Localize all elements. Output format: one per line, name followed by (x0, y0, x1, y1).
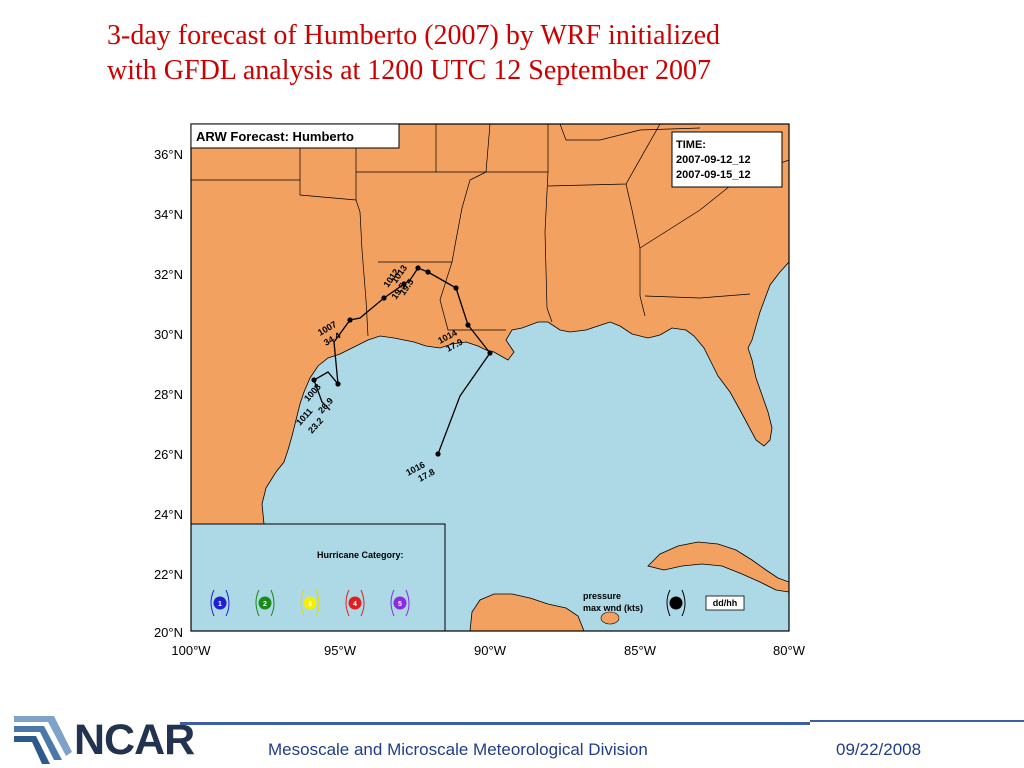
footer-division: Mesoscale and Microscale Meteorological … (268, 740, 648, 759)
svg-text:1: 1 (218, 601, 222, 608)
time-box (671, 131, 783, 188)
legend-pressure-label: pressure (583, 591, 621, 601)
lon-label: 85°W (624, 643, 657, 658)
lat-label: 24°N (154, 507, 183, 522)
footer-divider (180, 722, 810, 725)
yucatan-peninsula (469, 593, 585, 631)
svg-text:3: 3 (308, 601, 312, 608)
island (600, 611, 620, 625)
lat-label: 32°N (154, 267, 183, 282)
category-1-icon: 1 (210, 589, 230, 617)
lon-label: 90°W (474, 643, 507, 658)
category-3-icon: 3 (300, 589, 320, 617)
lon-label: 100°W (171, 643, 211, 658)
cuba (647, 541, 789, 593)
svg-text:2: 2 (263, 601, 267, 608)
lat-label: 20°N (154, 625, 183, 640)
map-title-box (190, 123, 400, 149)
ncar-logo-text: NCAR (74, 716, 195, 764)
lat-label: 22°N (154, 567, 183, 582)
category-5-icon: 5 (390, 589, 410, 617)
hurricane-category-legend: Hurricane Category: 1 2 3 4 (191, 523, 446, 631)
map-title: ARW Forecast: Humberto (196, 129, 354, 144)
svg-text:4: 4 (353, 601, 357, 608)
category-2-icon: 2 (255, 589, 275, 617)
hurricane-track (311, 265, 493, 457)
lat-label: 34°N (154, 207, 183, 222)
slide-title-line1: 3-day forecast of Humberto (2007) by WRF… (107, 20, 720, 51)
lon-label: 80°W (773, 643, 806, 658)
time-label: TIME: (676, 139, 706, 151)
footer-date: 09/22/2008 (836, 740, 922, 759)
us-landmass (191, 124, 789, 631)
map-frame (190, 123, 790, 632)
ddhh-label: dd/hh (713, 598, 738, 608)
footer-divider (810, 720, 1024, 722)
category-4-icon: 4 (345, 589, 365, 617)
svg-text:5: 5 (398, 601, 402, 608)
legend-wind-label: max wnd (kts) (583, 603, 643, 613)
storm-symbol-icon (666, 589, 686, 617)
lon-label: 95°W (324, 643, 357, 658)
lat-label: 30°N (154, 327, 183, 342)
lat-label: 28°N (154, 387, 183, 402)
state-boundaries (191, 124, 789, 337)
legend-title: Hurricane Category: (317, 550, 404, 560)
lat-label: 26°N (154, 447, 183, 462)
ddhh-box (705, 595, 745, 611)
slide-title-line2: with GFDL analysis at 1200 UTC 12 Septem… (107, 55, 712, 86)
slide-title: 3-day forecast of Humberto (2007) by WRF… (107, 18, 927, 88)
lat-label: 36°N (154, 147, 183, 162)
time-end: 2007-09-15_12 (676, 169, 751, 181)
time-start: 2007-09-12_12 (676, 154, 751, 166)
ncar-logo-icon (14, 716, 72, 764)
